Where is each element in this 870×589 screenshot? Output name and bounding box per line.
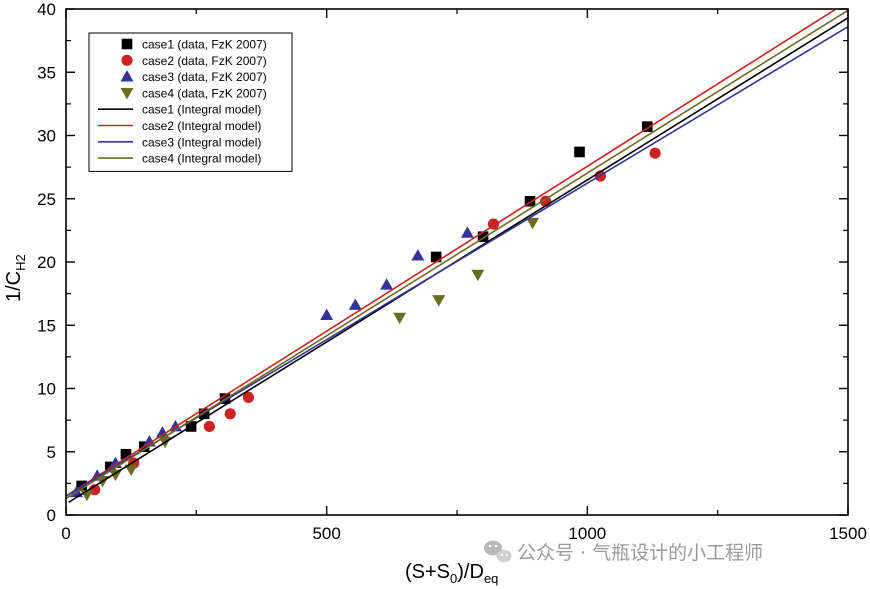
legend-label: case1 (Integral model) — [142, 103, 261, 117]
x-axis-title-sub1: 0 — [450, 571, 457, 586]
legend-item: case1 (data, FzK 2007) — [121, 38, 267, 52]
data-point — [393, 312, 407, 325]
data-point — [524, 195, 536, 207]
data-point — [649, 147, 661, 159]
data-point — [380, 278, 394, 290]
y-tick-label: 20 — [37, 253, 56, 272]
legend-label: case2 (data, FzK 2007) — [142, 54, 267, 68]
model-line — [66, 9, 848, 500]
data-point — [460, 226, 474, 238]
legend-item: case3 (data, FzK 2007) — [120, 70, 267, 84]
data-point — [411, 249, 425, 261]
x-axis-title-main: (S+S — [405, 561, 450, 583]
series-8 — [66, 9, 848, 500]
data-point — [155, 426, 169, 438]
y-tick-label: 35 — [37, 63, 56, 82]
y-axis-title-main: 1/C — [3, 271, 25, 302]
data-point — [120, 448, 132, 460]
data-point — [574, 146, 585, 158]
series-4 — [80, 217, 540, 502]
data-point — [348, 298, 362, 310]
legend-marker-swatch — [121, 54, 133, 66]
legend-label: case3 (Integral model) — [142, 135, 261, 149]
legend-label: case4 (data, FzK 2007) — [142, 86, 267, 100]
data-point — [203, 420, 215, 433]
data-point — [430, 251, 442, 263]
axes-layer: 0 500 1000 1500 0 5 10 15 20 25 30 35 40 — [37, 0, 867, 543]
legend-item: case4 (Integral model) — [98, 152, 261, 166]
legend-item: case2 (data, FzK 2007) — [121, 54, 267, 68]
legend-items: case1 (data, FzK 2007) case2 (data, FzK 2… — [98, 38, 267, 166]
y-tick-label: 30 — [37, 127, 56, 146]
legend-marker-swatch — [121, 38, 133, 50]
data-point — [320, 308, 334, 321]
x-tick-label: 500 — [312, 524, 340, 543]
data-point — [471, 269, 485, 282]
data-point — [526, 217, 540, 230]
x-tick-label: 1000 — [568, 524, 606, 543]
data-point — [477, 231, 489, 242]
data-point — [124, 464, 138, 476]
legend-item: case3 (Integral model) — [98, 135, 261, 149]
legend-item: case2 (Integral model) — [98, 119, 261, 133]
data-point — [224, 408, 236, 420]
legend-label: case4 (Integral model) — [142, 152, 261, 166]
legend-item: case1 (Integral model) — [98, 103, 261, 117]
y-axis-title-sub: H2 — [13, 254, 28, 271]
y-axis-title: 1/CH2 — [3, 254, 28, 302]
legend-label: case1 (data, FzK 2007) — [142, 38, 267, 52]
legend-label: case3 (data, FzK 2007) — [142, 70, 267, 84]
x-tick-label: 1500 — [829, 524, 867, 543]
y-tick-label: 40 — [37, 0, 56, 19]
series-2 — [89, 147, 661, 496]
y-tick-label: 0 — [47, 506, 56, 525]
y-tick-label: 5 — [47, 443, 56, 462]
legend-marker-swatch — [120, 88, 134, 100]
series-layer — [66, 9, 848, 504]
legend-label: case2 (Integral model) — [142, 119, 261, 133]
y-tick-label: 15 — [37, 316, 56, 335]
legend-item: case4 (data, FzK 2007) — [120, 86, 267, 100]
y-tick-label: 10 — [37, 380, 56, 399]
y-tick-label: 25 — [37, 190, 56, 209]
data-point — [242, 391, 255, 403]
watermark-text: 公众号 · 气瓶设计的小工程师 — [517, 542, 763, 564]
data-point — [109, 469, 123, 482]
legend: case1 (data, FzK 2007) case2 (data, FzK 2… — [88, 32, 293, 172]
x-axis-title-mid: )/D — [457, 561, 484, 583]
x-axis-title: (S+S0)/Deq — [405, 561, 498, 586]
model-line — [66, 9, 838, 497]
x-axis-title-sub2: eq — [484, 571, 498, 586]
x-tick-label: 0 — [61, 524, 70, 543]
legend-box — [88, 32, 293, 172]
wechat-icon — [484, 540, 512, 563]
series-6 — [66, 9, 838, 497]
watermark: 公众号 · 气瓶设计的小工程师 — [484, 540, 763, 564]
data-point — [641, 121, 653, 132]
data-point — [432, 295, 446, 307]
legend-marker-swatch — [120, 70, 134, 82]
data-point — [89, 484, 101, 496]
